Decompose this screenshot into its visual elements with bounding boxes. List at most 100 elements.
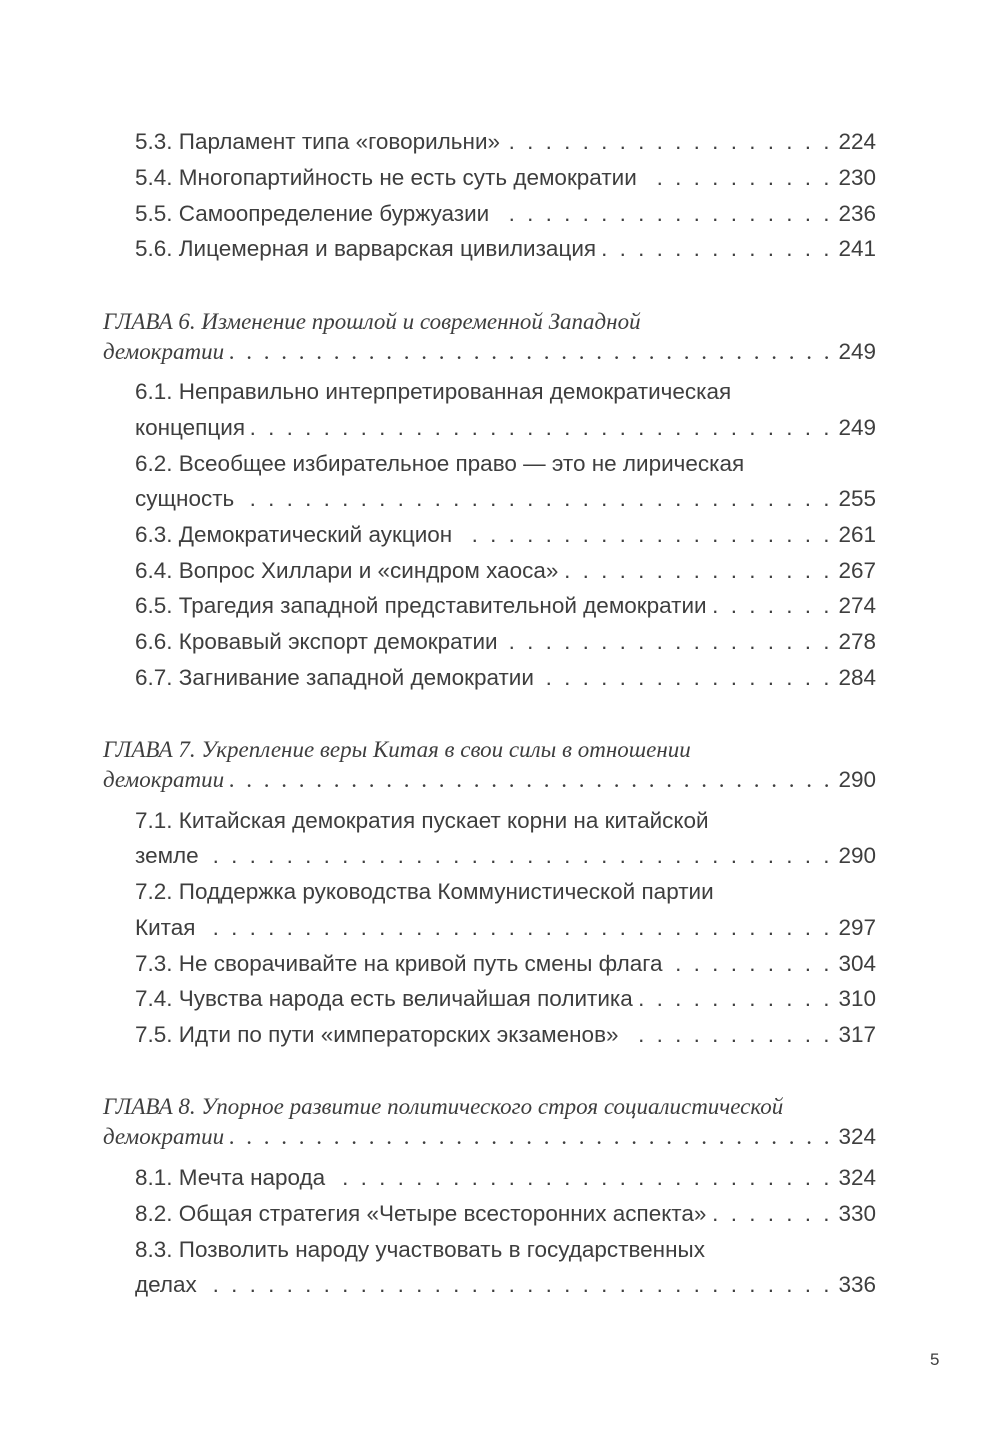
toc-entry: делах 336: [135, 1270, 876, 1300]
entry-title: 8.1. Мечта народа: [135, 1165, 326, 1190]
entry-title: 7.1. Китайская демократия пускает корни …: [135, 808, 709, 833]
dot-leader: [506, 127, 832, 157]
entry-page: 255: [838, 486, 876, 511]
dot-leader: [230, 765, 832, 795]
chapter-heading: ГЛАВА 6. Изменение прошлой и современной…: [103, 307, 876, 337]
toc-entry: 7.3. Не сворачивайте на кривой путь смен…: [135, 949, 876, 979]
entry-page: 317: [838, 1022, 876, 1047]
dot-leader: [230, 1122, 832, 1152]
dot-leader: [540, 663, 833, 693]
entry-title: 6.1. Неправильно интерпретированная демо…: [135, 379, 732, 404]
entry-title: 5.4. Многопартийность не есть суть демок…: [135, 165, 637, 190]
dot-leader: [230, 337, 832, 367]
entry-title: 7.5. Идти по пути «императорских экзамен…: [135, 1022, 619, 1047]
dot-leader: [564, 556, 832, 586]
entry-title: 6.4. Вопрос Хиллари и «синдром хаоса»: [135, 558, 559, 583]
dot-leader: [203, 1270, 833, 1300]
entry-title: 6.2. Всеобщее избирательное право — это …: [135, 451, 745, 476]
toc-entry: Китая 297: [135, 913, 876, 943]
toc-entry: 5.6. Лицемерная и варварская цивилизация…: [135, 234, 876, 264]
entry-page: 284: [838, 665, 876, 690]
toc-entry: 8.1. Мечта народа 324: [135, 1163, 876, 1193]
toc-entry: 5.3. Парламент типа «говорильни» 224: [135, 127, 876, 157]
entry-page: 304: [838, 951, 876, 976]
entry-page: 297: [838, 915, 876, 940]
entry-title: 5.5. Самоопределение буржуазии: [135, 201, 490, 226]
toc-entry: 8.3. Позволить народу участвовать в госу…: [135, 1235, 876, 1265]
toc-entry: концепция 249: [135, 413, 876, 443]
entry-title: делах: [135, 1272, 197, 1297]
entry-title: 6.6. Кровавый экспорт демократии: [135, 629, 498, 654]
entry-title: концепция: [135, 415, 246, 440]
dot-leader: [495, 199, 832, 229]
entry-page: 324: [838, 1165, 876, 1190]
chapter-heading: демократии 290: [103, 765, 876, 795]
entry-page: 336: [838, 1272, 876, 1297]
chapter-title: демократии: [103, 767, 225, 792]
chapter-title: ГЛАВА 7. Укрепление веры Китая в свои си…: [103, 737, 691, 762]
page-number: 5: [930, 1350, 940, 1369]
toc-entry: 6.4. Вопрос Хиллари и «синдром хаоса» 267: [135, 556, 876, 586]
entry-title: 8.3. Позволить народу участвовать в госу…: [135, 1237, 705, 1262]
toc-entry: земле 290: [135, 841, 876, 871]
toc-entry: 6.6. Кровавый экспорт демократии 278: [135, 627, 876, 657]
chapter-heading: демократии 324: [103, 1122, 876, 1152]
entry-title: 7.4. Чувства народа есть величайшая поли…: [135, 986, 633, 1011]
entry-page: 310: [838, 986, 876, 1011]
chapter-title: ГЛАВА 8. Упорное развитие политического …: [103, 1094, 784, 1119]
dot-leader: [625, 1020, 833, 1050]
chapter-heading: ГЛАВА 8. Упорное развитие политического …: [103, 1092, 876, 1122]
toc-entry: 8.2. Общая стратегия «Четыре всесторонни…: [135, 1199, 876, 1229]
entry-page: 290: [838, 767, 876, 792]
dot-leader: [201, 913, 832, 943]
chapter-heading: демократии 249: [103, 337, 876, 367]
entry-page: 261: [838, 522, 876, 547]
entry-title: 8.2. Общая стратегия «Четыре всесторонни…: [135, 1201, 707, 1226]
entry-title: 6.7. Загнивание западной демократии: [135, 665, 534, 690]
toc-entry: 5.4. Многопартийность не есть суть демок…: [135, 163, 876, 193]
dot-leader: [458, 520, 832, 550]
chapter-title: ГЛАВА 6. Изменение прошлой и современной…: [103, 309, 641, 334]
toc-entry: 6.5. Трагедия западной представительной …: [135, 591, 876, 621]
toc-entry: 7.5. Идти по пути «императорских экзамен…: [135, 1020, 876, 1050]
dot-leader: [504, 627, 833, 657]
entry-title: 6.5. Трагедия западной представительной …: [135, 593, 707, 618]
toc-entry: 6.3. Демократический аукцион 261: [135, 520, 876, 550]
dot-leader: [669, 949, 833, 979]
chapter-title: демократии: [103, 1124, 225, 1149]
dot-leader: [639, 984, 833, 1014]
entry-page: 267: [838, 558, 876, 583]
dot-leader: [251, 413, 832, 443]
entry-page: 224: [838, 129, 876, 154]
toc-entry: 6.2. Всеобщее избирательное право — это …: [135, 449, 876, 479]
dot-leader: [602, 234, 832, 264]
entry-title: сущность: [135, 486, 235, 511]
entry-page: 290: [838, 843, 876, 868]
toc-entry: 7.1. Китайская демократия пускает корни …: [135, 806, 876, 836]
dot-leader: [240, 484, 832, 514]
entry-page: 230: [838, 165, 876, 190]
entry-page: 236: [838, 201, 876, 226]
entry-page: 249: [838, 415, 876, 440]
entry-page: 324: [838, 1124, 876, 1149]
entry-page: 278: [838, 629, 876, 654]
toc-entry: сущность 255: [135, 484, 876, 514]
entry-title: 7.2. Поддержка руководства Коммунистичес…: [135, 879, 714, 904]
entry-title: земле: [135, 843, 199, 868]
toc-entry: 7.2. Поддержка руководства Коммунистичес…: [135, 877, 876, 907]
entry-title: 7.3. Не сворачивайте на кривой путь смен…: [135, 951, 663, 976]
entry-page: 241: [838, 236, 876, 261]
entry-page: 330: [838, 1201, 876, 1226]
entry-title: Китая: [135, 915, 196, 940]
dot-leader: [205, 841, 833, 871]
toc-entry: 6.1. Неправильно интерпретированная демо…: [135, 377, 876, 407]
entry-title: 6.3. Демократический аукцион: [135, 522, 453, 547]
toc-entry: 6.7. Загнивание западной демократии 284: [135, 663, 876, 693]
entry-title: 5.6. Лицемерная и варварская цивилизация: [135, 236, 597, 261]
chapter-title: демократии: [103, 339, 225, 364]
dot-leader: [712, 1199, 832, 1229]
entry-title: 5.3. Парламент типа «говорильни»: [135, 129, 501, 154]
dot-leader: [643, 163, 833, 193]
dot-leader: [331, 1163, 832, 1193]
chapter-heading: ГЛАВА 7. Укрепление веры Китая в свои си…: [103, 735, 876, 765]
